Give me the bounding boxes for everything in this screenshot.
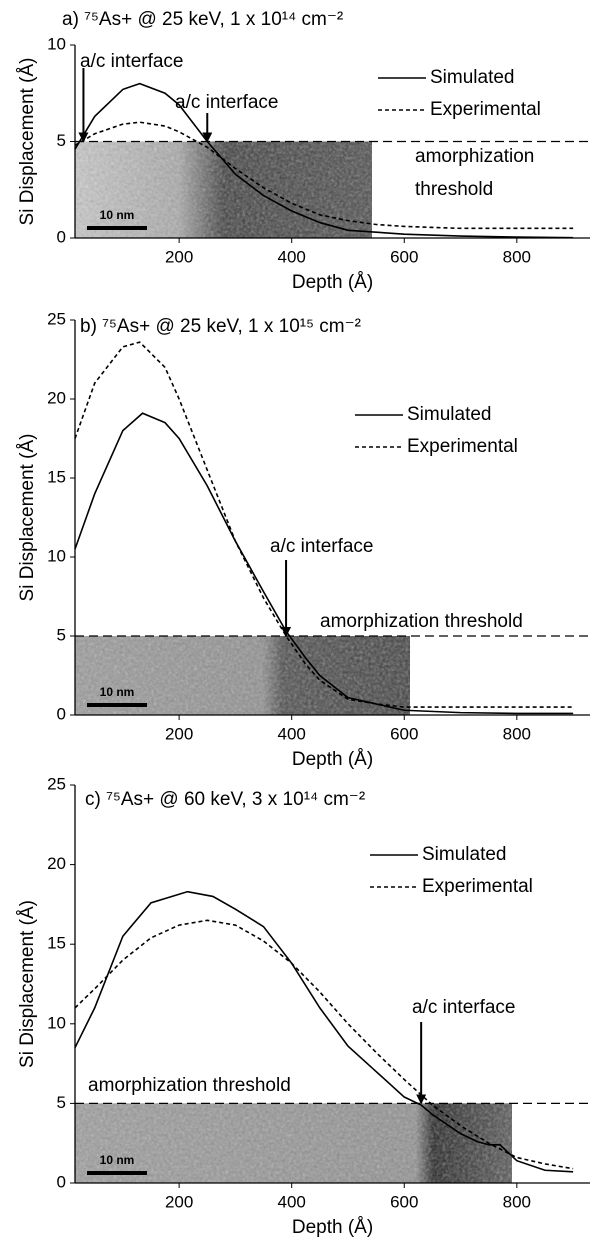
x-tick-label: 200 <box>165 1192 193 1211</box>
y-tick-label: 15 <box>47 467 66 486</box>
legend-label: Experimental <box>422 876 533 897</box>
y-axis-label: Si Displacement (Å) <box>17 434 38 602</box>
legend-label: Simulated <box>407 404 492 425</box>
threshold-label: amorphization <box>415 146 534 167</box>
x-tick-label: 400 <box>278 247 306 266</box>
annotation: a/c interface <box>270 536 374 557</box>
chart-title: c) ⁷⁵As+ @ 60 keV, 3 x 10¹⁴ cm⁻² <box>85 789 365 810</box>
x-axis-label: Depth (Å) <box>292 749 373 770</box>
x-axis-label: Depth (Å) <box>292 1217 373 1238</box>
series-line <box>74 82 574 239</box>
y-tick-label: 0 <box>57 704 66 723</box>
y-tick-label: 15 <box>47 934 66 953</box>
y-tick-label: 5 <box>57 1093 66 1112</box>
y-tick-label: 25 <box>47 774 66 793</box>
y-tick-label: 20 <box>47 854 66 873</box>
x-tick-label: 200 <box>165 247 193 266</box>
y-tick-label: 10 <box>47 34 66 53</box>
threshold-label: amorphization threshold <box>88 1075 291 1096</box>
y-tick-label: 10 <box>47 1013 66 1032</box>
annotation: a/c interface <box>412 997 516 1018</box>
x-tick-label: 600 <box>390 247 418 266</box>
x-tick-label: 800 <box>503 724 531 743</box>
series-line <box>74 890 574 1173</box>
scale-bar-label: 10 nm <box>100 1153 135 1167</box>
legend-label: Experimental <box>430 99 541 120</box>
chart-title: a) ⁷⁵As+ @ 25 keV, 1 x 10¹⁴ cm⁻² <box>62 9 343 30</box>
x-axis-label: Depth (Å) <box>292 272 373 293</box>
x-tick-label: 400 <box>278 724 306 743</box>
y-tick-label: 25 <box>47 309 66 328</box>
tem-noise <box>75 1103 512 1183</box>
threshold-label: threshold <box>415 179 493 200</box>
x-tick-label: 200 <box>165 724 193 743</box>
x-tick-label: 600 <box>390 1192 418 1211</box>
x-tick-label: 600 <box>390 724 418 743</box>
legend-label: Simulated <box>430 67 515 88</box>
x-tick-label: 400 <box>278 1192 306 1211</box>
y-tick-label: 5 <box>57 131 66 150</box>
y-tick-label: 0 <box>57 227 66 246</box>
series-line <box>74 341 574 708</box>
x-tick-label: 800 <box>503 247 531 266</box>
scale-bar-label: 10 nm <box>100 685 135 699</box>
annotation: a/c interface <box>80 51 184 72</box>
y-axis-label: Si Displacement (Å) <box>17 58 38 226</box>
legend-label: Simulated <box>422 844 507 865</box>
series-line <box>74 412 574 715</box>
series-line <box>74 919 574 1170</box>
y-tick-label: 10 <box>47 546 66 565</box>
annotation: a/c interface <box>175 92 279 113</box>
x-tick-label: 800 <box>503 1192 531 1211</box>
tem-noise <box>75 141 372 238</box>
legend-label: Experimental <box>407 436 518 457</box>
y-axis-label: Si Displacement (Å) <box>17 900 38 1068</box>
scale-bar-label: 10 nm <box>100 208 135 222</box>
y-tick-label: 5 <box>57 625 66 644</box>
chart-title: b) ⁷⁵As+ @ 25 keV, 1 x 10¹⁵ cm⁻² <box>80 316 361 337</box>
series-line <box>74 121 574 230</box>
y-tick-label: 0 <box>57 1172 66 1191</box>
tem-noise <box>75 636 410 715</box>
threshold-label: amorphization threshold <box>320 611 523 632</box>
y-tick-label: 20 <box>47 388 66 407</box>
